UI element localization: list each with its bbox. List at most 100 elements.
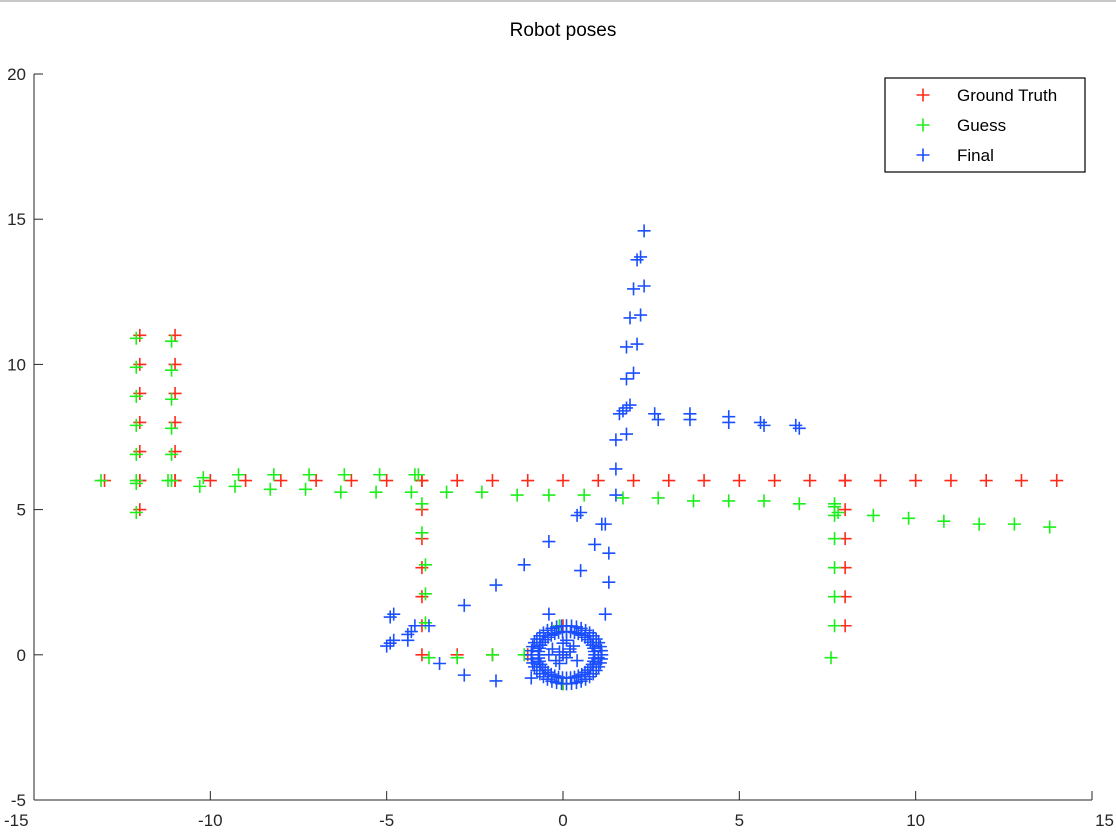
final-point (380, 639, 394, 653)
ground-truth-point (133, 415, 147, 429)
guess-point (485, 648, 499, 662)
final-point (792, 421, 806, 435)
guess-point (828, 590, 842, 604)
x-tick-label: -15 (4, 811, 29, 830)
guess-point (129, 360, 143, 374)
guess-point (440, 485, 454, 499)
ground-truth-point (415, 561, 429, 575)
guess-point (94, 474, 108, 488)
final-point (619, 401, 633, 415)
final-point (532, 654, 546, 668)
y-tick-label: 20 (7, 65, 26, 84)
guess-point (450, 651, 464, 665)
ground-truth-point (627, 474, 641, 488)
ground-truth-point (380, 474, 394, 488)
y-tick-label: -5 (11, 791, 26, 810)
guess-point (542, 488, 556, 502)
final-point (387, 607, 401, 621)
final-point (609, 488, 623, 502)
final-point (598, 517, 612, 531)
ground-truth-point (838, 474, 852, 488)
plot-marks (94, 224, 1064, 691)
legend-label-guess: Guess (957, 116, 1006, 135)
guess-point (1007, 517, 1021, 531)
final-point (619, 372, 633, 386)
ground-truth-point (415, 590, 429, 604)
ground-truth-point (521, 474, 535, 488)
guess-point (161, 474, 175, 488)
final-point (571, 669, 585, 683)
legend-marker-final (916, 148, 930, 162)
guess-point (263, 482, 277, 496)
ground-truth-point (133, 503, 147, 517)
ground-truth-point (309, 474, 323, 488)
y-tick-label: 0 (17, 646, 26, 665)
guess-point (577, 488, 591, 502)
ground-truth-point (168, 415, 182, 429)
guess-point (686, 494, 700, 508)
final-point (545, 642, 559, 656)
final-point (517, 558, 531, 572)
guess-point (792, 497, 806, 511)
ground-truth-point (556, 474, 570, 488)
final-point (602, 575, 616, 589)
final-point (587, 654, 601, 668)
final-point (627, 366, 641, 380)
ground-truth-point (768, 474, 782, 488)
legend: Ground Truth Guess Final (884, 77, 1086, 173)
final-point (556, 648, 570, 662)
guess-point (828, 497, 842, 511)
guess-point (418, 558, 432, 572)
guess-point (129, 389, 143, 403)
legend-label-ground-truth: Ground Truth (957, 86, 1057, 105)
guess-point (337, 468, 351, 482)
ground-truth-point (838, 503, 852, 517)
x-tick-label: 10 (906, 811, 925, 830)
final-point (627, 282, 641, 296)
guess-point (411, 468, 425, 482)
ground-truth-point (415, 648, 429, 662)
guess-point (510, 488, 524, 502)
final-point (757, 418, 771, 432)
final-point (532, 651, 546, 665)
y-tick-label: 10 (7, 355, 26, 374)
final-point (489, 674, 503, 688)
final-point (404, 625, 418, 639)
final-point (648, 407, 662, 421)
final-point (634, 250, 648, 264)
guess-point (369, 485, 383, 499)
guess-point (228, 479, 242, 493)
final-point (616, 404, 630, 418)
final-point (623, 311, 637, 325)
final-point (532, 641, 546, 655)
ground-truth-point (203, 474, 217, 488)
series-guess (94, 331, 1057, 691)
guess-point (415, 497, 429, 511)
guess-point (165, 447, 179, 461)
y-tick-label: 15 (7, 210, 26, 229)
ground-truth-point (944, 474, 958, 488)
guess-point (1043, 520, 1057, 534)
ground-truth-point (415, 474, 429, 488)
x-tick-label: -10 (198, 811, 223, 830)
final-point (552, 657, 566, 671)
guess-point (196, 471, 210, 485)
guess-point (165, 421, 179, 435)
ground-truth-point (1014, 474, 1028, 488)
ground-truth-point (133, 445, 147, 459)
final-point (598, 607, 612, 621)
final-point (578, 630, 592, 644)
guess-point (165, 392, 179, 406)
final-point (623, 398, 637, 412)
final-point (574, 506, 588, 520)
final-point (637, 279, 651, 293)
final-point (683, 413, 697, 427)
guess-point (404, 485, 418, 499)
final-point (542, 607, 556, 621)
final-point (575, 628, 589, 642)
ground-truth-point (450, 474, 464, 488)
final-point (630, 253, 644, 267)
legend-marker-ground-truth (916, 88, 930, 102)
final-point (548, 627, 562, 641)
final-point (583, 660, 597, 674)
